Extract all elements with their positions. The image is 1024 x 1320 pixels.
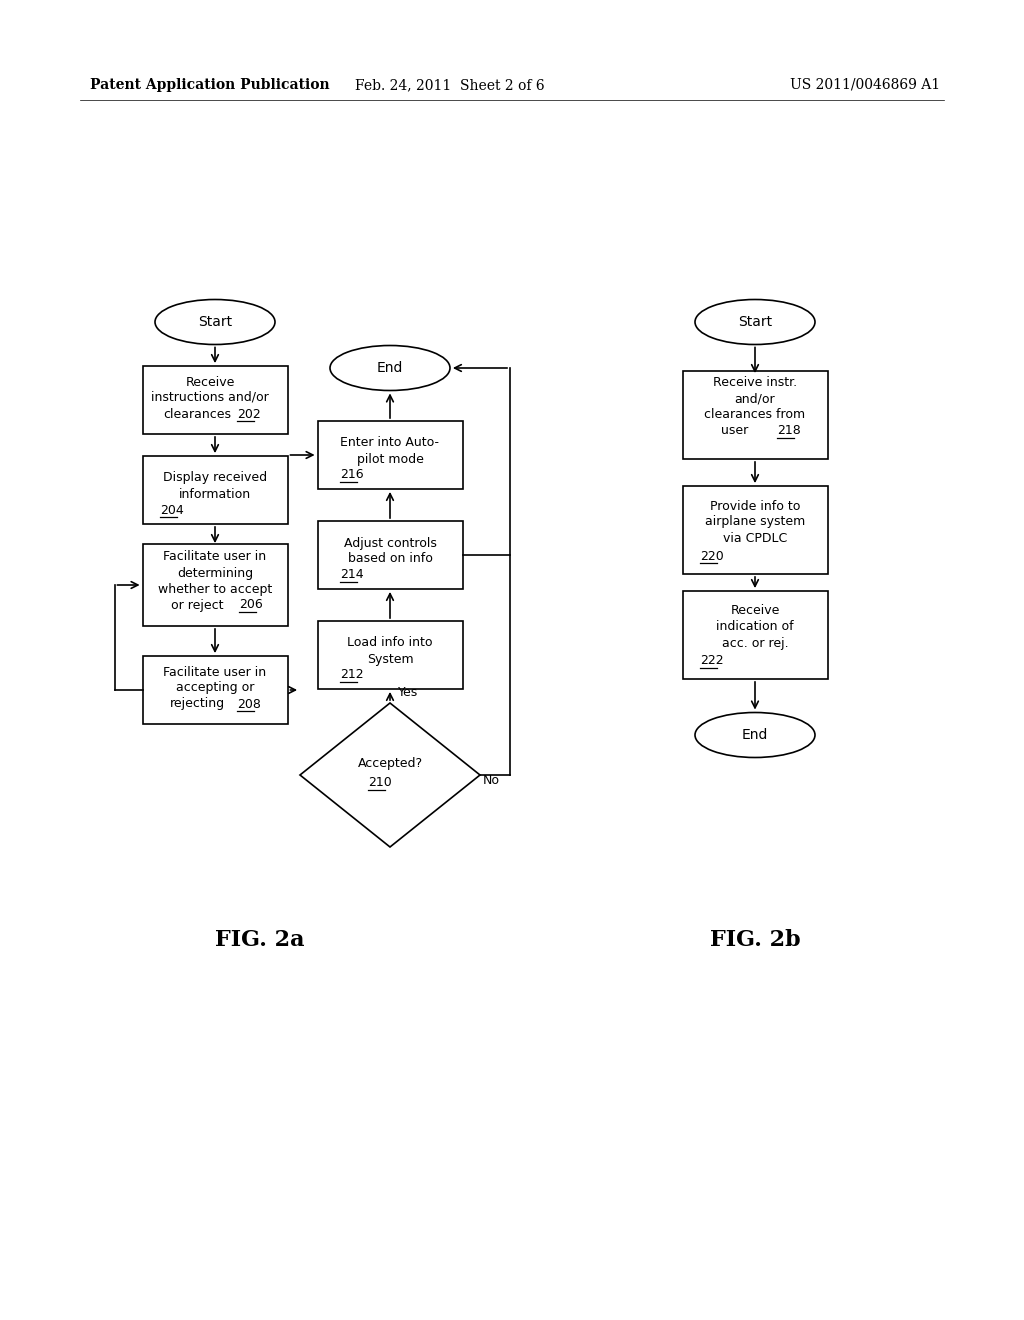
Text: 212: 212 [340,668,364,681]
Text: Provide info to: Provide info to [710,499,800,512]
Bar [317,421,463,488]
Text: Patent Application Publication: Patent Application Publication [90,78,330,92]
Text: pilot mode: pilot mode [356,453,424,466]
Text: 222: 222 [700,655,724,668]
Text: instructions and/or: instructions and/or [152,391,269,404]
Text: and/or: and/or [734,392,775,405]
Text: information: information [179,487,251,500]
Text: 204: 204 [160,503,183,516]
Bar [317,521,463,589]
Text: accepting or: accepting or [176,681,254,693]
Text: clearances from: clearances from [705,408,806,421]
Text: acc. or rej.: acc. or rej. [722,636,788,649]
Text: Adjust controls: Adjust controls [344,536,436,549]
Bar [683,486,827,574]
Text: user: user [721,425,749,437]
Text: Receive: Receive [730,605,779,618]
Text: Receive: Receive [185,375,234,388]
Text: 210: 210 [368,776,392,789]
Text: 208: 208 [237,697,261,710]
Text: Receive instr.: Receive instr. [713,376,797,389]
Text: 202: 202 [237,408,261,421]
Text: 216: 216 [340,469,364,482]
Bar [142,366,288,434]
Text: 206: 206 [239,598,263,611]
Text: indication of: indication of [716,620,794,634]
Text: Display received: Display received [163,471,267,484]
Text: or reject: or reject [171,598,223,611]
Text: Enter into Auto-: Enter into Auto- [341,437,439,450]
Text: airplane system: airplane system [705,516,805,528]
Text: US 2011/0046869 A1: US 2011/0046869 A1 [790,78,940,92]
Text: Start: Start [738,315,772,329]
Text: whether to accept: whether to accept [158,582,272,595]
Ellipse shape [695,713,815,758]
Text: End: End [741,729,768,742]
Text: determining: determining [177,566,253,579]
Text: Yes: Yes [398,686,418,700]
Text: FIG. 2b: FIG. 2b [710,929,801,950]
Bar [142,656,288,723]
Ellipse shape [330,346,450,391]
Text: 220: 220 [700,549,724,562]
Bar [683,371,827,459]
Text: Load info into: Load info into [347,636,433,649]
Text: Feb. 24, 2011  Sheet 2 of 6: Feb. 24, 2011 Sheet 2 of 6 [355,78,545,92]
Text: End: End [377,360,403,375]
Text: Accepted?: Accepted? [357,756,423,770]
Text: 214: 214 [340,569,364,582]
Bar [142,544,288,626]
Text: clearances: clearances [163,408,231,421]
Text: 218: 218 [777,425,801,437]
Text: Start: Start [198,315,232,329]
Text: Facilitate user in: Facilitate user in [164,665,266,678]
Text: FIG. 2a: FIG. 2a [215,929,305,950]
Polygon shape [300,704,480,847]
Bar [142,455,288,524]
Bar [317,620,463,689]
Text: No: No [483,774,500,787]
Bar [683,591,827,678]
Text: Facilitate user in: Facilitate user in [164,550,266,564]
Ellipse shape [695,300,815,345]
Text: via CPDLC: via CPDLC [723,532,787,544]
Ellipse shape [155,300,275,345]
Text: System: System [367,652,414,665]
Text: rejecting: rejecting [169,697,224,710]
Text: based on info: based on info [347,553,432,565]
